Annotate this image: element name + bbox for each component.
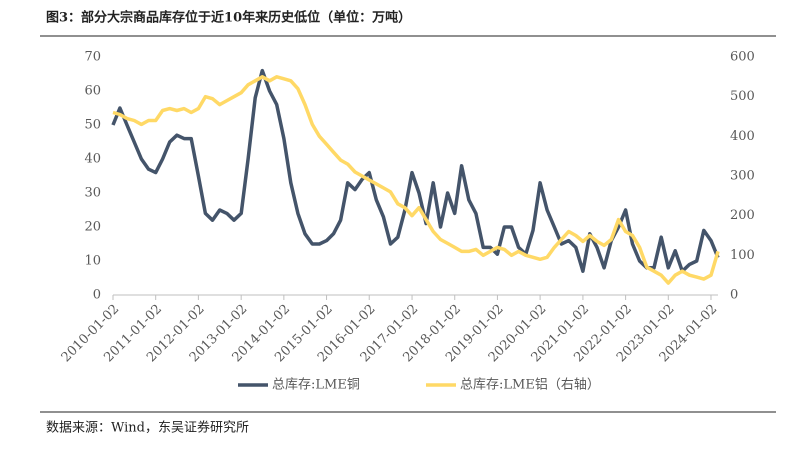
y-tick-label: 10 xyxy=(84,254,101,269)
chart-title: 图3：部分大宗商品库存位于近10年来历史低位（单位：万吨） xyxy=(46,10,411,26)
y-tick-label: 40 xyxy=(84,152,101,167)
y-tick-label: 20 xyxy=(84,220,101,235)
y-tick-label: 30 xyxy=(84,186,101,201)
series-line xyxy=(112,75,720,285)
y2-tick-label: 200 xyxy=(730,208,755,223)
y2-tick-label: 0 xyxy=(730,288,738,303)
y2-tick-label: 100 xyxy=(730,248,755,263)
series-line xyxy=(111,68,720,273)
y2-tick-label: 600 xyxy=(730,50,755,65)
y-tick-label: 60 xyxy=(84,84,101,99)
y-tick-label: 50 xyxy=(84,118,101,133)
y-tick-label: 70 xyxy=(84,50,101,65)
y-tick-label: 0 xyxy=(93,288,101,303)
y2-tick-label: 500 xyxy=(730,89,755,104)
y2-tick-label: 400 xyxy=(730,129,755,144)
legend-label: 总库存:LME铝（右轴） xyxy=(460,377,600,393)
source: 数据来源：Wind，东吴证券研究所 xyxy=(46,420,249,436)
y2-tick-label: 300 xyxy=(730,169,755,184)
legend-label: 总库存:LME铜 xyxy=(272,377,360,393)
